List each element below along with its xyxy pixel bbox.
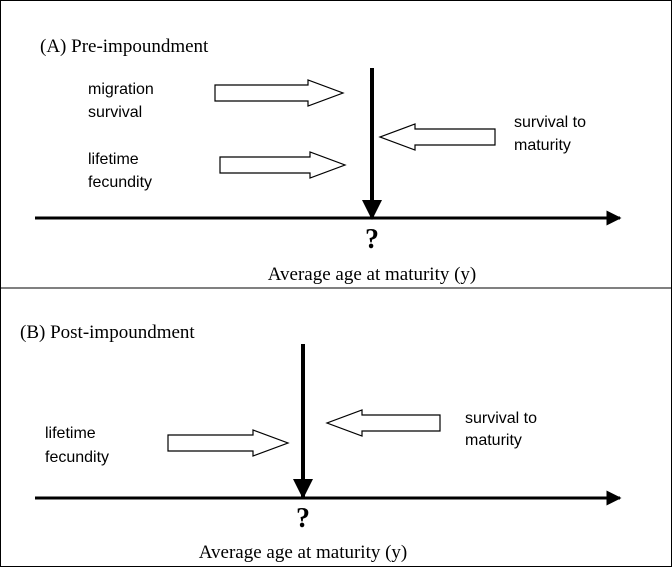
label: maturity (465, 432, 522, 449)
label: lifetime (88, 151, 139, 168)
label: survival (88, 104, 142, 121)
panel-title: (B) Post-impoundment (20, 322, 195, 343)
label: lifetime (45, 425, 96, 442)
label: migration (88, 81, 154, 98)
label: survival to (514, 114, 586, 131)
axis-label: Average age at maturity (y) (199, 542, 408, 563)
open-arrow (219, 151, 347, 179)
open-arrow (378, 123, 496, 151)
marker: ? (365, 224, 379, 255)
label: maturity (514, 137, 571, 154)
marker: ? (296, 503, 310, 534)
label: fecundity (88, 174, 152, 191)
open-arrow (167, 429, 290, 457)
open-arrow (214, 79, 345, 107)
label: fecundity (45, 449, 109, 466)
panel-title: (A) Pre-impoundment (40, 36, 209, 57)
open-arrow (325, 409, 441, 437)
label: survival to (465, 410, 537, 427)
axis-label: Average age at maturity (y) (268, 264, 477, 285)
